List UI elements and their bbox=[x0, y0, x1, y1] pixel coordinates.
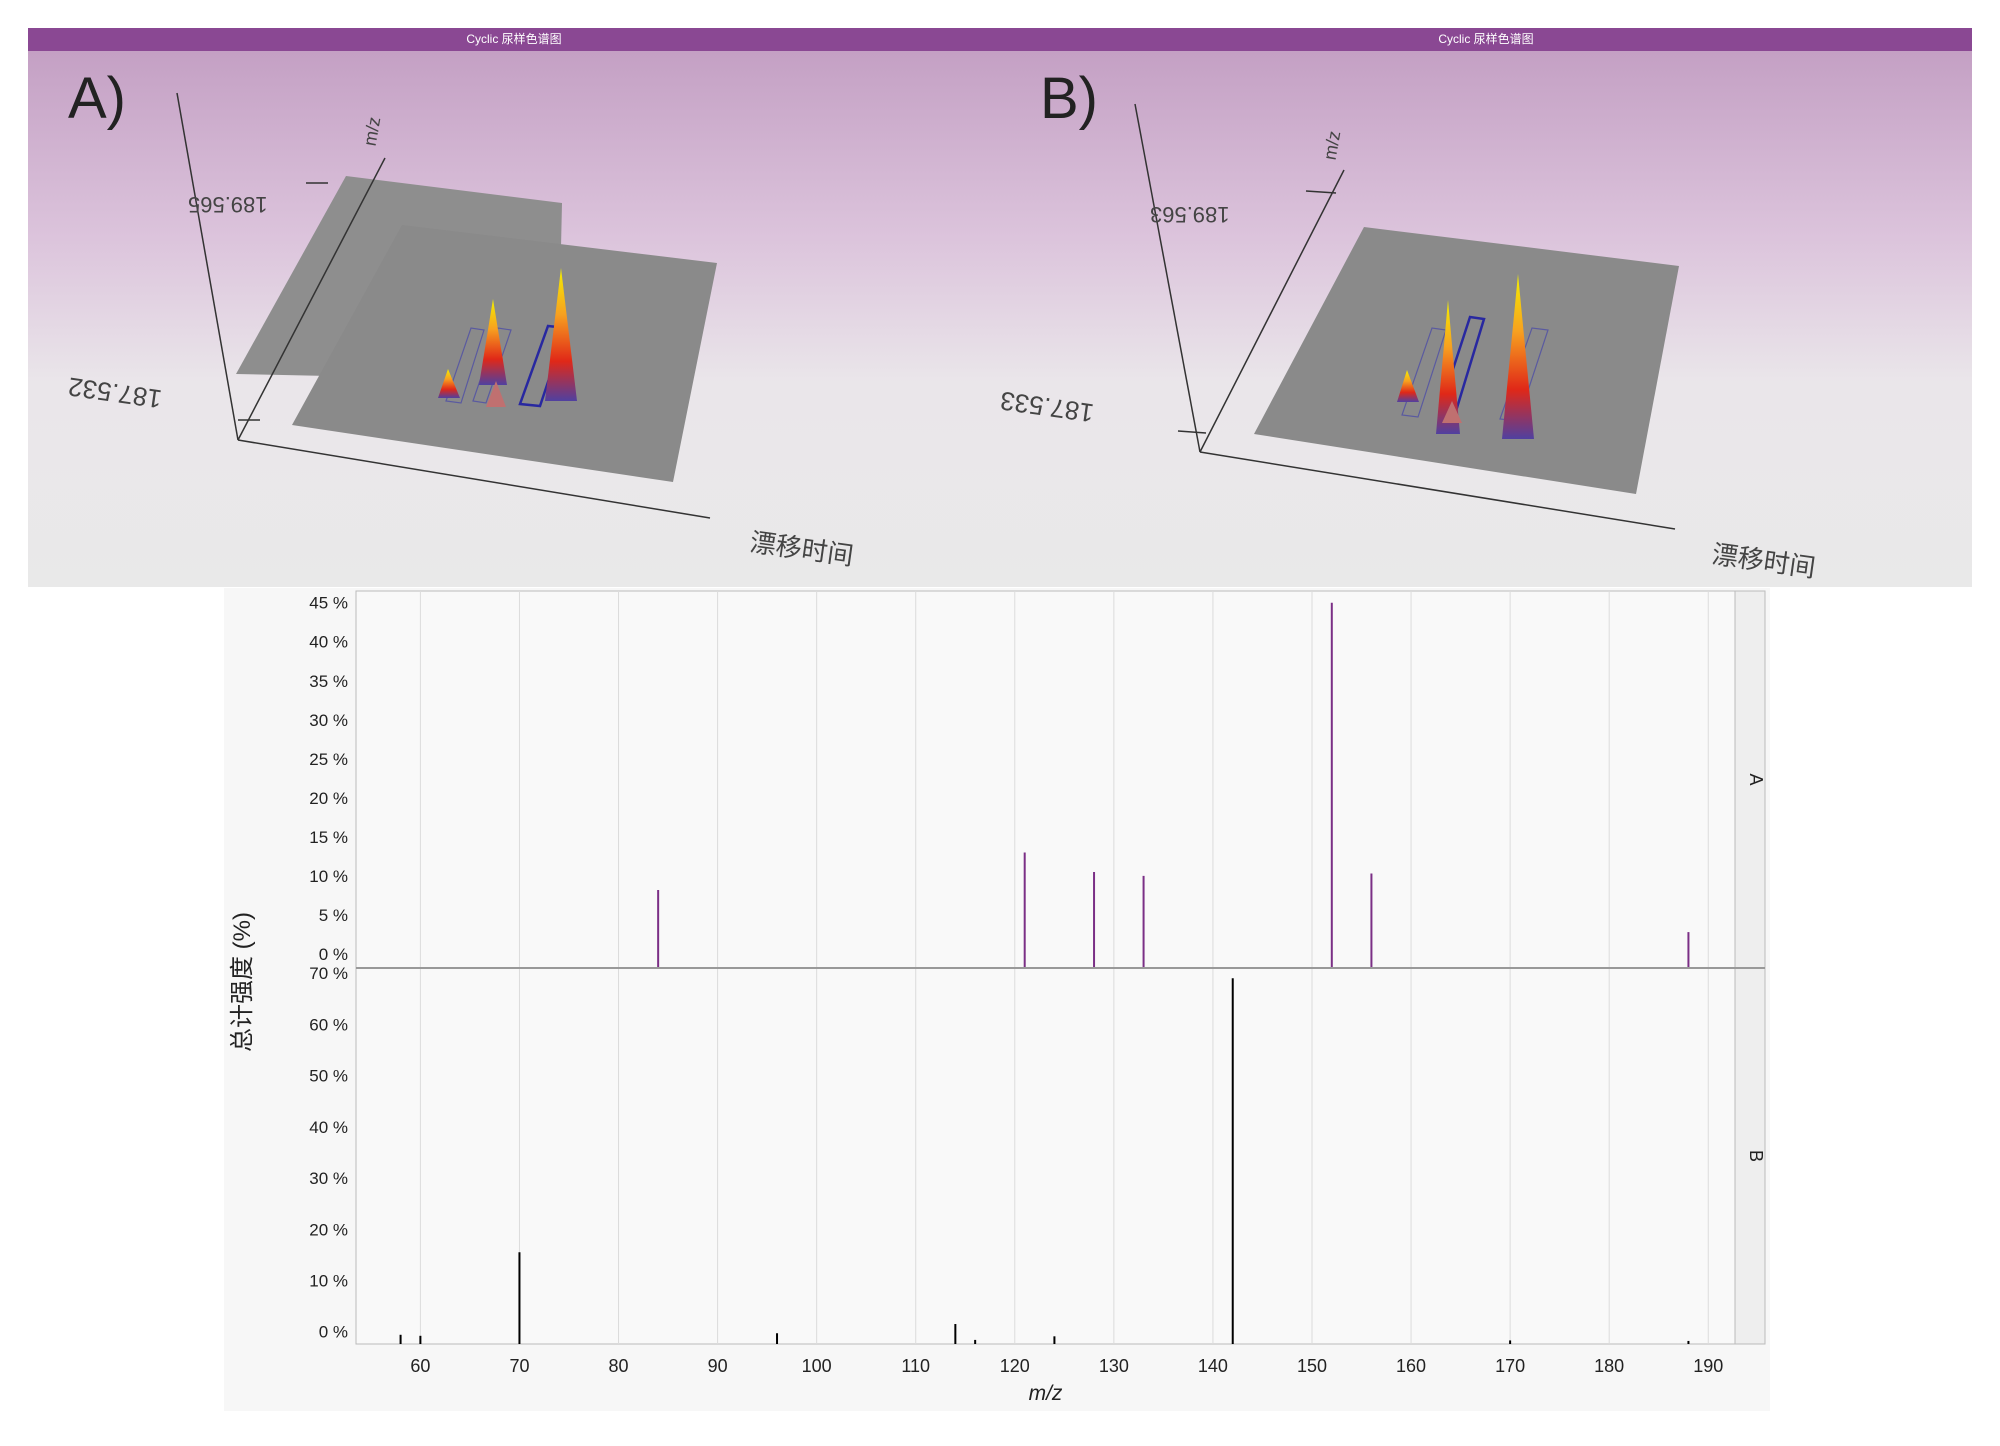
y-tick-label: 30 % bbox=[309, 711, 348, 730]
panel-strip bbox=[1734, 967, 1766, 1345]
panel-label: B) bbox=[1040, 66, 1098, 131]
peak bbox=[1442, 401, 1462, 423]
x-tick-label: 140 bbox=[1198, 1356, 1228, 1376]
y-tick-label: 15 % bbox=[309, 828, 348, 847]
mz-axis bbox=[1199, 169, 1345, 453]
x-tick-label: 110 bbox=[901, 1356, 930, 1376]
x-axis-label: m/z bbox=[1029, 1382, 1063, 1405]
peak bbox=[545, 268, 577, 401]
panel-title: Cyclic 尿样色谱图 bbox=[28, 28, 1000, 51]
3d-plot bbox=[1134, 103, 1679, 530]
y-tick-label: 0 % bbox=[319, 1323, 348, 1342]
drift-axis bbox=[1199, 451, 1676, 530]
y-tick-label: 10 % bbox=[309, 1271, 348, 1290]
y-tick-label: 35 % bbox=[309, 672, 348, 691]
panel-label-B: B bbox=[1746, 1150, 1766, 1162]
x-tick-label: 180 bbox=[1594, 1356, 1624, 1376]
y-tick-label: 20 % bbox=[309, 1220, 348, 1239]
3d-panel-b: Cyclic 尿样色谱图 bbox=[998, 28, 1972, 587]
y-tick-label: 40 % bbox=[309, 633, 348, 652]
mass-spectrum-chart: 0 % 5 % 10 % 15 % 20 % 25 % 30 % 35 % 40 % 45 % A 0… bbox=[224, 588, 1770, 1411]
peak bbox=[486, 381, 506, 407]
x-tick-label: 130 bbox=[1099, 1356, 1129, 1376]
y-axis-label: 总计强度 (%) bbox=[229, 912, 256, 1052]
x-tick-label: 160 bbox=[1396, 1356, 1426, 1376]
peak bbox=[1502, 274, 1534, 439]
3d-scene[interactable]: B) 189.563 187.533 m/z 漂移时间 bbox=[998, 51, 1972, 587]
y-tick-label: 30 % bbox=[309, 1169, 348, 1188]
x-tick-label: 90 bbox=[708, 1356, 728, 1376]
peak bbox=[438, 369, 460, 398]
panel-title: Cyclic 尿样色谱图 bbox=[1000, 28, 1972, 51]
3d-panel-a: Cyclic 尿样色谱图 bbox=[28, 28, 1000, 587]
3d-plot bbox=[176, 92, 717, 519]
x-tick-label: 80 bbox=[609, 1356, 629, 1376]
y-tick-label: 70 % bbox=[309, 964, 348, 983]
mz-high-label: 189.565 bbox=[188, 192, 268, 217]
y-tick-label: 50 % bbox=[309, 1067, 348, 1086]
y-tick-label: 60 % bbox=[309, 1015, 348, 1034]
x-tick-label: 70 bbox=[509, 1356, 529, 1376]
y-tick-label: 25 % bbox=[309, 750, 348, 769]
x-tick-label: 170 bbox=[1495, 1356, 1525, 1376]
peak bbox=[1397, 370, 1419, 402]
plot-area bbox=[355, 967, 1736, 1345]
3d-scene[interactable]: A) 189.565 187.532 m/z 漂移时间 bbox=[28, 51, 1000, 587]
y-tick-label: 0 % bbox=[319, 945, 348, 964]
peak bbox=[479, 299, 507, 385]
intensity-axis bbox=[176, 92, 239, 441]
y-tick-label: 40 % bbox=[309, 1118, 348, 1137]
peak bbox=[1436, 300, 1460, 434]
y-tick-label: 5 % bbox=[319, 906, 348, 925]
y-tick-label: 10 % bbox=[309, 867, 348, 886]
x-tick-label: 100 bbox=[802, 1356, 832, 1376]
y-tick-label: 45 % bbox=[309, 594, 348, 613]
intensity-axis bbox=[1134, 103, 1201, 453]
plot-area bbox=[355, 590, 1736, 969]
x-tick-label: 60 bbox=[410, 1356, 430, 1376]
x-tick-label: 190 bbox=[1693, 1356, 1723, 1376]
panel-label-A: A bbox=[1746, 773, 1766, 785]
x-tick-label: 120 bbox=[1000, 1356, 1030, 1376]
y-tick-label: 20 % bbox=[309, 789, 348, 808]
x-tick-label: 150 bbox=[1297, 1356, 1327, 1376]
drift-axis bbox=[237, 439, 711, 519]
mz-high-label: 189.563 bbox=[1150, 202, 1230, 227]
panel-label: A) bbox=[68, 66, 126, 131]
mz-axis bbox=[237, 157, 386, 441]
